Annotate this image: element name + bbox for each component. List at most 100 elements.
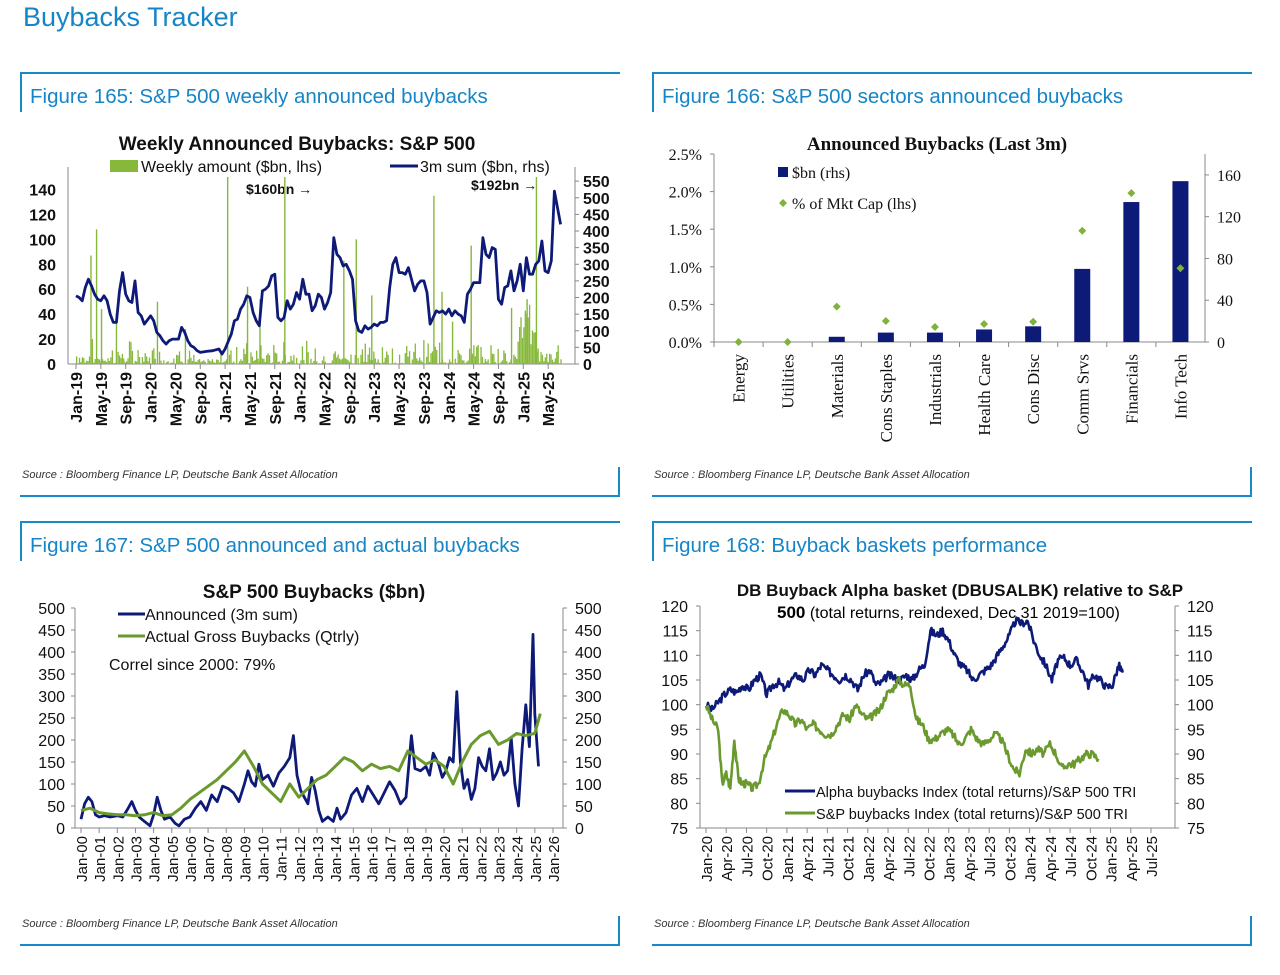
- panel-frame-right: [1250, 916, 1252, 946]
- x-tick-label: Apr-25: [1124, 836, 1141, 881]
- y-left-tick-label: 500: [38, 601, 65, 618]
- weekly-bar: [200, 361, 202, 364]
- weekly-bar: [344, 358, 346, 364]
- weekly-bar: [450, 362, 452, 364]
- weekly-bar: [288, 361, 291, 364]
- weekly-bar: [104, 360, 106, 364]
- chart-title: S&P 500 Buybacks ($bn): [203, 582, 425, 603]
- x-tick-label: Health Care: [975, 354, 994, 436]
- annotation-160bn: $160bn →: [246, 181, 312, 197]
- weekly-bar: [524, 310, 526, 364]
- weekly-bar: [221, 362, 224, 364]
- weekly-bar: [88, 356, 91, 364]
- weekly-bar: [226, 359, 228, 364]
- weekly-bar: [224, 361, 226, 364]
- weekly-bar: [287, 361, 289, 364]
- weekly-bar: [461, 360, 464, 364]
- weekly-bar: [387, 354, 389, 364]
- weekly-bar: [541, 354, 544, 364]
- sector-bar: [828, 336, 845, 342]
- y-left-tick-label: 100: [38, 777, 65, 794]
- x-tick-label: May-25: [541, 372, 558, 426]
- weekly-bar: [217, 359, 219, 364]
- weekly-bar: [123, 358, 125, 364]
- y-left-tick-label: 60: [38, 282, 56, 299]
- x-tick-label: Oct-22: [922, 836, 939, 881]
- weekly-bar: [158, 351, 161, 364]
- weekly-bar: [264, 362, 266, 364]
- weekly-bar: [244, 354, 246, 364]
- weekly-bar: [551, 359, 554, 364]
- x-tick-label: May-23: [392, 372, 409, 426]
- x-tick-label: Jan-26: [546, 836, 563, 882]
- weekly-bar: [377, 359, 379, 364]
- y-right-tick-label: 350: [575, 667, 602, 684]
- weekly-bar: [427, 343, 429, 364]
- weekly-bar: [351, 363, 354, 364]
- panel-frame-left: [20, 521, 22, 561]
- weekly-bar: [267, 353, 269, 364]
- y-right-tick-label: 200: [583, 291, 610, 308]
- weekly-bar: [558, 363, 561, 364]
- weekly-bar: [456, 362, 458, 364]
- weekly-bar: [538, 361, 541, 364]
- x-tick-label: May-20: [168, 372, 185, 426]
- x-tick-label: Jan-20: [144, 372, 161, 423]
- weekly-bar: [330, 363, 332, 364]
- x-tick-label: Sep-23: [417, 372, 434, 425]
- panel-frame-top: [652, 72, 1252, 74]
- weekly-bar: [197, 360, 199, 364]
- x-tick-label: Apr-21: [800, 836, 817, 881]
- y-left-tick-label: 75: [670, 821, 688, 838]
- weekly-bar: [328, 362, 331, 364]
- weekly-bar: [463, 360, 465, 364]
- sector-bar: [877, 332, 894, 342]
- y-right-tick-label: 120: [1187, 599, 1214, 616]
- weekly-bar: [381, 347, 384, 364]
- weekly-bar: [106, 361, 108, 364]
- weekly-bar-spike: [226, 177, 229, 364]
- legend-label-bn: $bn (rhs): [792, 165, 850, 182]
- weekly-bar: [313, 360, 315, 364]
- x-tick-label: Jan-09: [237, 836, 254, 882]
- weekly-bar: [513, 354, 515, 364]
- legend-swatch-weekly: [110, 160, 138, 172]
- correlation-annotation: Correl since 2000: 79%: [109, 657, 275, 674]
- weekly-bar: [77, 363, 79, 364]
- y-right-tick-label: 500: [575, 601, 602, 618]
- weekly-bar: [216, 359, 218, 364]
- weekly-bar: [161, 363, 164, 364]
- weekly-bar: [430, 353, 432, 364]
- x-tick-label: Jan-03: [128, 836, 145, 882]
- weekly-bar: [406, 345, 408, 364]
- weekly-bar: [408, 351, 411, 364]
- y-left-tick-label: 0: [47, 357, 56, 374]
- panel-frame-right: [618, 916, 620, 946]
- weekly-bar: [520, 317, 522, 364]
- panel-frame-top: [652, 521, 1252, 523]
- weekly-bar: [426, 356, 428, 364]
- weekly-bar: [473, 345, 475, 364]
- weekly-bar-spike: [526, 299, 528, 364]
- pct-mkt-cap-marker: [734, 338, 743, 346]
- weekly-bar: [144, 353, 146, 364]
- weekly-bar: [548, 353, 551, 364]
- x-tick-label: Jan-10: [256, 836, 273, 882]
- weekly-bar: [81, 357, 84, 364]
- y-right-tick-label: 250: [575, 711, 602, 728]
- x-tick-label: May-22: [318, 372, 335, 426]
- weekly-bar: [527, 317, 529, 364]
- weekly-bar-spike: [535, 177, 538, 364]
- weekly-bar: [383, 362, 385, 364]
- x-tick-label: Jan-22: [473, 836, 490, 882]
- weekly-bar: [154, 358, 156, 364]
- y-left-tick-label: 350: [38, 667, 65, 684]
- x-tick-label: Jan-01: [92, 836, 109, 882]
- weekly-bar: [354, 355, 356, 364]
- weekly-bar: [324, 361, 326, 364]
- weekly-bar-spike: [371, 295, 373, 364]
- y-left-tick-label: 0.0%: [669, 335, 702, 352]
- weekly-bar: [108, 360, 111, 364]
- x-tick-label: Jan-17: [383, 836, 400, 882]
- panel-frame-bottom: [20, 495, 620, 497]
